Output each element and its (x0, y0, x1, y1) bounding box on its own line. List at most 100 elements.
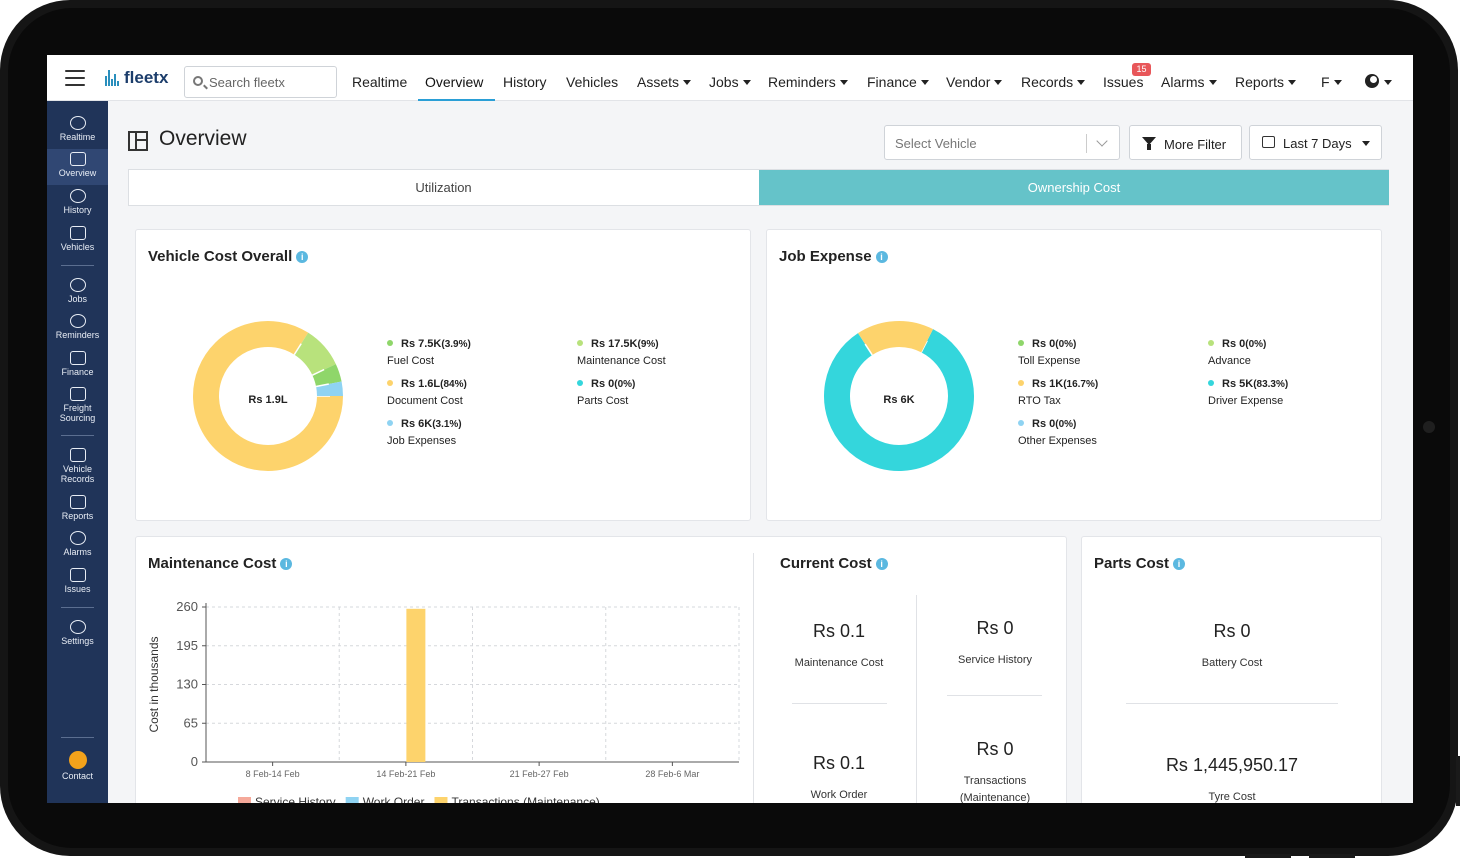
donut-slice[interactable] (312, 364, 342, 387)
sidebar-item-freight-sourcing[interactable]: Freight Sourcing (47, 384, 108, 428)
vehicle-cost-donut (193, 321, 343, 471)
globe-icon[interactable] (1365, 74, 1379, 88)
info-icon[interactable]: i (875, 251, 888, 263)
info-icon[interactable]: i (1173, 558, 1186, 570)
sidebar-item-alarms[interactable]: Alarms (47, 528, 108, 564)
x-tick-label: 8 Feb-14 Feb (246, 769, 300, 779)
donut-center-value: Rs 6K (883, 394, 915, 406)
parts-cost-card: Parts Cost i Rs 0 Battery Cost Rs 1,445,95… (1081, 536, 1382, 803)
legend-item: Rs 0(0%) Parts Cost (577, 378, 636, 407)
jobs-icon (69, 278, 86, 292)
calendar-icon (1262, 136, 1275, 148)
sidebar-item-realtime[interactable]: Realtime (47, 113, 108, 149)
select-vehicle-dropdown[interactable]: Select Vehicle (884, 125, 1120, 160)
hamburger-menu-icon[interactable] (65, 70, 85, 86)
nav-vendor[interactable]: Vendor (946, 74, 1003, 90)
sidebar-item-history[interactable]: History (47, 186, 108, 222)
nav-reports[interactable]: Reports (1235, 74, 1297, 90)
donut-slice[interactable] (316, 381, 343, 397)
search-input[interactable] (209, 73, 329, 91)
caret-down-icon[interactable] (1384, 80, 1392, 85)
phone-icon (68, 751, 87, 769)
y-tick-label: 195 (176, 638, 198, 653)
nav-jobs[interactable]: Jobs (709, 74, 751, 90)
maintenance-bar-chart: 0 65 130 195 260 8 Feb-14 Feb 14 Feb-21 Feb 21 … (147, 599, 740, 803)
tab-utilization[interactable]: Utilization (415, 180, 472, 195)
donut-slice[interactable] (293, 332, 336, 376)
nav-overview[interactable]: Overview (425, 74, 484, 90)
slice-separator (293, 343, 302, 356)
maintenance-cost-card: Maintenance Cost i 0 65 130 195 260 8 Feb-14 F… (135, 536, 1067, 803)
truck-icon (69, 226, 86, 240)
nav-finance[interactable]: Finance (867, 74, 929, 90)
legend-label[interactable]: Service History (255, 795, 336, 803)
donut-slice[interactable] (193, 321, 343, 471)
info-icon[interactable]: i (296, 251, 309, 263)
parts-cost-battery: Rs 0 Battery Cost (1201, 621, 1263, 669)
card-title: Parts Cost i (1094, 555, 1186, 572)
dropdown-divider (1086, 134, 1087, 153)
legend-item: Rs 7.5K(3.9%) Fuel Cost (387, 338, 471, 367)
legend-dot (1018, 340, 1024, 346)
bar[interactable] (406, 608, 426, 762)
card-title: Maintenance Cost i (148, 555, 293, 572)
sidebar-item-vehicles[interactable]: Vehicles (47, 223, 108, 259)
slice-separator (864, 343, 873, 356)
search-box[interactable] (184, 66, 337, 98)
donut-slice[interactable] (858, 321, 934, 356)
logo[interactable]: fleetx (105, 68, 168, 88)
caret-down-icon (1288, 80, 1297, 85)
gear-icon (69, 620, 86, 634)
nav-issues[interactable]: Issues (1103, 74, 1144, 90)
sidebar-divider (61, 737, 94, 738)
more-filter-button[interactable]: More Filter (1129, 125, 1242, 160)
stat-divider (916, 595, 917, 803)
nav-reminders[interactable]: Reminders (768, 74, 848, 90)
tab-bar: Utilization Ownership Cost (128, 169, 1389, 206)
legend-label[interactable]: Work Order (363, 795, 425, 803)
sidebar-item-overview[interactable]: Overview (47, 149, 108, 185)
device-button (1309, 854, 1355, 858)
vehicle-cost-card: Vehicle Cost Overall i Rs 1.9L Rs 7.5K(3.… (135, 229, 751, 521)
nav-alarms[interactable]: Alarms (1161, 74, 1217, 90)
nav-vehicles[interactable]: Vehicles (566, 74, 619, 90)
date-range-button[interactable]: Last 7 Days (1249, 125, 1382, 160)
nav-realtime[interactable]: Realtime (352, 74, 408, 90)
sidebar-item-settings[interactable]: Settings (47, 617, 108, 653)
info-icon[interactable]: i (280, 558, 293, 570)
caret-down-icon (683, 80, 692, 85)
info-icon[interactable]: i (875, 558, 888, 570)
donut-slice[interactable] (824, 329, 974, 471)
sidebar-item-contact[interactable]: Contact (47, 747, 108, 789)
device-button (1245, 854, 1291, 858)
legend-dot (387, 420, 393, 426)
chevron-down-icon[interactable] (1096, 135, 1108, 147)
caret-down-icon (994, 80, 1003, 85)
sidebar-item-reports[interactable]: Reports (47, 492, 108, 528)
dashboard-icon (128, 131, 148, 151)
nav-assets[interactable]: Assets (637, 74, 692, 90)
legend-item: Rs 1K(16.7%) RTO Tax (1018, 378, 1099, 407)
sidebar-item-vehicle-records[interactable]: Vehicle Records (47, 445, 108, 489)
caret-down-icon (1208, 80, 1217, 85)
sidebar-item-jobs[interactable]: Jobs (47, 275, 108, 311)
slice-separator (315, 383, 329, 388)
nav-records[interactable]: Records (1021, 74, 1086, 90)
tab-ownership-cost[interactable]: Ownership Cost (759, 170, 1389, 205)
active-nav-indicator (418, 99, 495, 101)
legend-dot (577, 380, 583, 386)
slice-separator (312, 368, 325, 376)
card-title: Vehicle Cost Overall i (148, 248, 309, 265)
sidebar-item-finance[interactable]: Finance (47, 348, 108, 384)
records-icon (69, 448, 86, 462)
legend-label[interactable]: Transactions (Maintenance) (451, 795, 599, 803)
top-navbar: fleetx Realtime Overview History Vehicle… (47, 55, 1413, 101)
history-icon (69, 189, 86, 203)
nav-account[interactable]: F (1321, 74, 1342, 90)
sidebar-item-issues[interactable]: Issues (47, 565, 108, 601)
current-cost-service-history: Rs 0 Service History (958, 618, 1032, 666)
legend-item: Rs 5K(83.3%) Driver Expense (1208, 378, 1289, 407)
sidebar-item-reminders[interactable]: Reminders (47, 311, 108, 347)
nav-history[interactable]: History (503, 74, 547, 90)
donut-center-value: Rs 1.9L (248, 394, 288, 406)
